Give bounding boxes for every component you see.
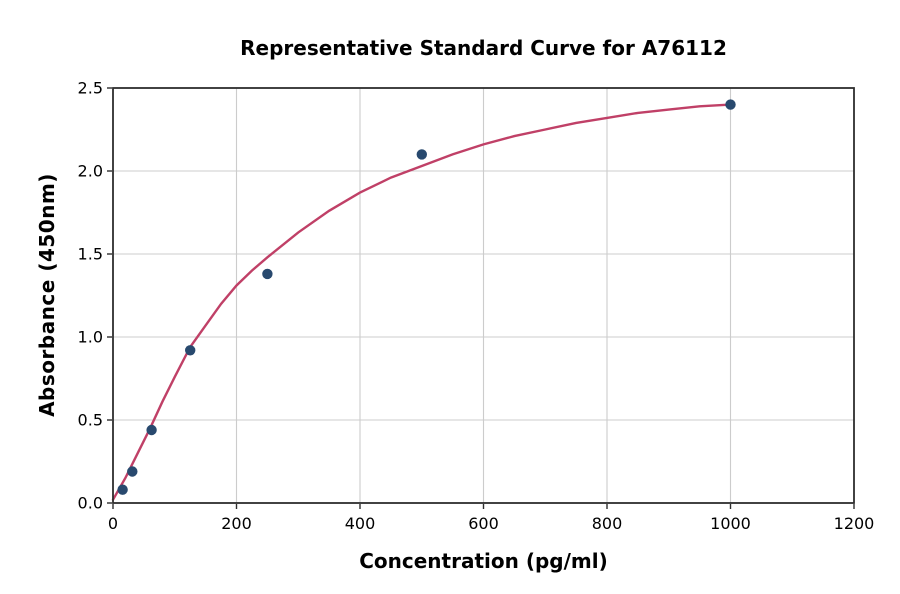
x-tick-label: 800: [592, 514, 623, 533]
y-tick-label: 0.5: [78, 411, 103, 430]
x-tick-label: 400: [345, 514, 376, 533]
x-tick-label: 600: [468, 514, 499, 533]
data-point: [262, 268, 273, 280]
data-point: [416, 149, 427, 160]
x-axis-label: Concentration (pg/ml): [359, 549, 608, 573]
x-tick-label: 1200: [834, 514, 875, 533]
x-tick-label: 200: [221, 514, 252, 533]
x-tick-label: 1000: [710, 514, 751, 533]
data-point: [146, 424, 157, 436]
chart-title: Representative Standard Curve for A76112: [240, 36, 727, 60]
x-tick-label: 0: [108, 514, 118, 533]
data-point: [185, 345, 196, 356]
plot-border: [112, 87, 855, 504]
data-point: [127, 466, 138, 477]
y-tick-label: 1.5: [78, 245, 103, 264]
data-point: [725, 99, 736, 110]
y-tick-label: 2.5: [78, 79, 103, 98]
data-point: [117, 484, 128, 495]
y-tick-label: 1.0: [78, 328, 103, 347]
y-tick-label: 2.0: [78, 162, 103, 181]
y-tick-label: 0.0: [78, 494, 103, 513]
fit-curve: [111, 103, 732, 501]
